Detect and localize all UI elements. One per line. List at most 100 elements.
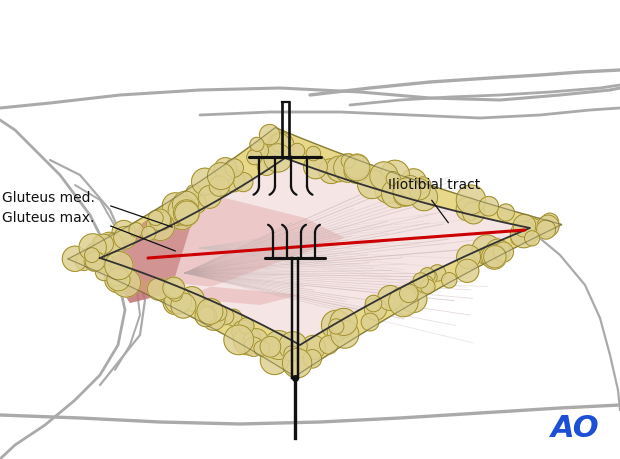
Polygon shape [68,128,562,376]
Circle shape [208,162,234,190]
Circle shape [306,146,321,161]
Circle shape [456,197,480,221]
Circle shape [420,279,435,294]
Circle shape [97,232,122,257]
Circle shape [62,246,87,271]
Circle shape [279,332,308,360]
Circle shape [250,142,268,159]
Circle shape [105,263,127,286]
Circle shape [146,212,175,241]
Circle shape [223,169,245,192]
Circle shape [321,310,351,340]
Circle shape [168,205,189,226]
Polygon shape [100,158,530,345]
Circle shape [303,350,322,368]
Circle shape [386,171,401,185]
Circle shape [225,309,242,326]
Circle shape [168,287,182,302]
Circle shape [234,173,253,192]
Circle shape [214,157,237,180]
Circle shape [420,268,435,283]
Circle shape [361,313,379,331]
Circle shape [525,231,539,246]
Circle shape [482,244,507,269]
Circle shape [284,346,299,361]
Circle shape [334,154,362,182]
Circle shape [402,287,417,302]
Circle shape [511,231,525,246]
Circle shape [344,155,370,181]
Circle shape [480,245,502,267]
Circle shape [389,287,419,317]
Text: Iliotibial tract: Iliotibial tract [388,178,480,192]
Circle shape [282,348,312,378]
Circle shape [148,211,163,226]
Circle shape [89,243,107,261]
Circle shape [84,248,99,263]
Circle shape [198,185,221,208]
Circle shape [105,252,133,280]
Circle shape [380,160,410,190]
Circle shape [237,333,256,353]
Circle shape [181,207,196,221]
Circle shape [232,331,247,345]
Circle shape [171,293,196,318]
Circle shape [259,124,280,145]
Circle shape [165,287,192,314]
Circle shape [105,266,131,293]
Circle shape [85,251,105,271]
Circle shape [510,221,537,248]
Circle shape [202,299,222,319]
Circle shape [330,308,357,336]
Circle shape [107,268,130,291]
Circle shape [409,179,430,200]
Circle shape [148,278,169,300]
Circle shape [394,293,416,315]
Circle shape [399,284,419,302]
Circle shape [336,321,353,338]
Circle shape [186,185,202,200]
Circle shape [257,157,276,175]
Circle shape [381,179,410,208]
Circle shape [247,150,262,165]
Polygon shape [110,198,345,305]
Circle shape [408,280,423,295]
Circle shape [162,193,188,219]
Circle shape [192,168,218,195]
Circle shape [319,159,343,184]
Circle shape [264,330,293,359]
Circle shape [187,194,206,213]
Circle shape [479,196,498,216]
Circle shape [378,175,401,198]
Circle shape [102,234,124,256]
Circle shape [365,298,387,320]
Circle shape [329,319,344,334]
Circle shape [129,223,143,237]
Circle shape [197,298,223,325]
Circle shape [198,307,215,324]
Circle shape [399,175,421,198]
Circle shape [401,169,427,195]
Circle shape [175,201,199,225]
Circle shape [233,327,261,355]
Circle shape [429,265,446,281]
Circle shape [416,275,434,293]
Circle shape [513,214,536,237]
Text: Gluteus med.: Gluteus med. [2,191,95,205]
Circle shape [494,242,513,262]
Circle shape [163,281,179,297]
Circle shape [327,324,346,342]
Circle shape [268,132,294,158]
Circle shape [112,220,136,244]
Circle shape [163,291,187,314]
Circle shape [260,336,281,357]
Circle shape [210,304,227,321]
Circle shape [79,234,107,261]
Circle shape [344,158,369,184]
Circle shape [304,155,327,179]
Circle shape [95,263,112,281]
Polygon shape [100,213,190,303]
Circle shape [413,273,428,288]
Circle shape [243,329,268,354]
Circle shape [209,176,229,196]
